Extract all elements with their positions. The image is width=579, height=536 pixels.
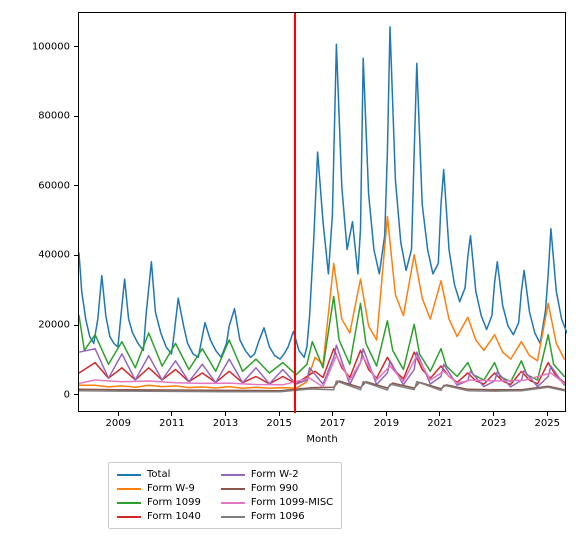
y-tick-mark bbox=[74, 46, 78, 47]
legend-swatch bbox=[117, 488, 141, 490]
y-tick-label: 20000 bbox=[38, 320, 70, 331]
legend-label: Form 1096 bbox=[251, 511, 305, 522]
legend-column: Form W-2 Form 990 Form 1099-MISC Form 1096 bbox=[221, 469, 333, 522]
x-axis-label: Month bbox=[306, 434, 337, 445]
x-tick-label: 2025 bbox=[534, 418, 559, 429]
legend-label: Form 1099 bbox=[147, 497, 201, 508]
legend-swatch bbox=[117, 516, 141, 518]
legend-swatch bbox=[221, 502, 245, 504]
x-tick-mark bbox=[386, 412, 387, 416]
y-tick-mark bbox=[74, 394, 78, 395]
x-tick-label: 2009 bbox=[105, 418, 130, 429]
x-tick-label: 2019 bbox=[374, 418, 399, 429]
y-tick-label: 80000 bbox=[38, 111, 70, 122]
legend-label: Form W-2 bbox=[251, 469, 299, 480]
x-tick-label: 2011 bbox=[159, 418, 184, 429]
x-tick-mark bbox=[279, 412, 280, 416]
x-tick-label: 2013 bbox=[213, 418, 238, 429]
x-tick-label: 2023 bbox=[481, 418, 506, 429]
series-line bbox=[79, 27, 567, 359]
legend-item: Form 1040 bbox=[117, 511, 201, 522]
x-tick-mark bbox=[547, 412, 548, 416]
legend-swatch bbox=[221, 474, 245, 476]
y-tick-label: 60000 bbox=[38, 180, 70, 191]
x-tick-label: 2017 bbox=[320, 418, 345, 429]
x-tick-mark bbox=[493, 412, 494, 416]
x-tick-label: 2021 bbox=[427, 418, 452, 429]
x-tick-mark bbox=[225, 412, 226, 416]
x-tick-mark bbox=[118, 412, 119, 416]
y-tick-mark bbox=[74, 185, 78, 186]
legend-item: Form W-2 bbox=[221, 469, 333, 480]
reference-vline bbox=[294, 13, 296, 413]
legend-label: Form 1040 bbox=[147, 511, 201, 522]
legend-label: Form 1099-MISC bbox=[251, 497, 333, 508]
y-tick-label: 0 bbox=[64, 389, 70, 400]
figure: 2009 2011 2013 2015 2017 2019 2021 2023 2025 0 200… bbox=[0, 0, 579, 536]
y-tick-mark bbox=[74, 116, 78, 117]
legend-label: Form 990 bbox=[251, 483, 298, 494]
legend-swatch bbox=[221, 516, 245, 518]
legend-item: Form 1099 bbox=[117, 497, 201, 508]
legend-swatch bbox=[117, 502, 141, 504]
y-tick-mark bbox=[74, 255, 78, 256]
legend-swatch bbox=[221, 488, 245, 490]
chart-lines bbox=[79, 13, 567, 413]
legend: TotalForm W-9Form 1099Form 1040Form W-2F… bbox=[108, 462, 342, 529]
x-tick-label: 2015 bbox=[266, 418, 291, 429]
x-tick-mark bbox=[439, 412, 440, 416]
legend-item: Total bbox=[117, 469, 201, 480]
y-tick-label: 100000 bbox=[32, 41, 70, 52]
x-tick-mark bbox=[171, 412, 172, 416]
legend-item: Form 990 bbox=[221, 483, 333, 494]
legend-label: Form W-9 bbox=[147, 483, 195, 494]
legend-item: Form 1099-MISC bbox=[221, 497, 333, 508]
x-tick-mark bbox=[332, 412, 333, 416]
y-tick-label: 40000 bbox=[38, 250, 70, 261]
legend-column: Total Form W-9 Form 1099 Form 1040 bbox=[117, 469, 201, 522]
plot-area bbox=[78, 12, 566, 412]
legend-item: Form 1096 bbox=[221, 511, 333, 522]
legend-label: Total bbox=[147, 469, 170, 480]
y-tick-mark bbox=[74, 325, 78, 326]
legend-item: Form W-9 bbox=[117, 483, 201, 494]
legend-swatch bbox=[117, 474, 141, 476]
